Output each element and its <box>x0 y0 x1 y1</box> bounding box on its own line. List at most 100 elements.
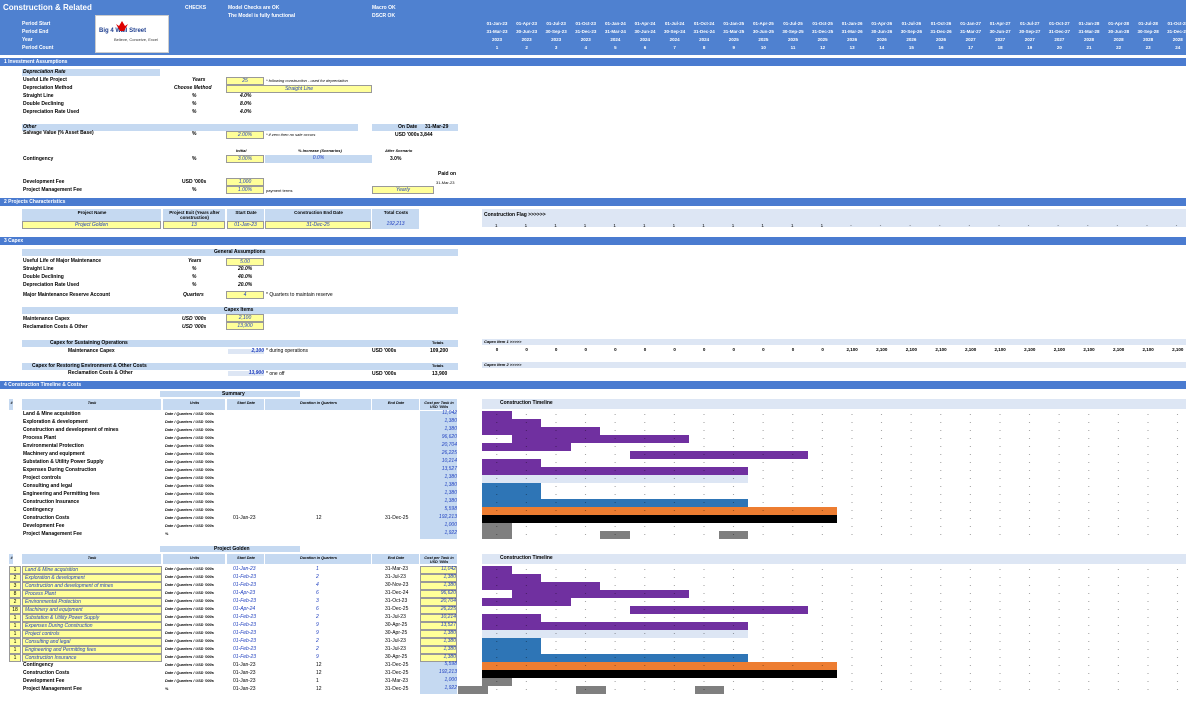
task-cost: 10,214 <box>420 614 457 622</box>
recl-input[interactable]: 13,900 <box>226 322 264 330</box>
gantt-dot: - <box>762 412 764 417</box>
investment-row-input[interactable]: Straight Line <box>226 85 372 93</box>
task-name-input[interactable]: Project controls <box>22 630 162 638</box>
task-name-input[interactable]: Machinery and equipment <box>22 606 162 614</box>
gantt-dot: - <box>644 452 646 457</box>
header-period-end-cell: 30-Jun-27 <box>989 29 1011 34</box>
header-period-end-cell: 31-Dec-27 <box>1048 29 1071 34</box>
task-name-input[interactable]: Process Plant <box>22 590 162 598</box>
header-period-count-cell: 24 <box>1175 45 1181 50</box>
pm-fee-label: Project Management Fee <box>23 187 82 193</box>
gantt-dot: - <box>584 615 587 620</box>
sustain-totals-label: Totals <box>432 340 444 345</box>
task-name-input[interactable]: Environmental Protection <box>22 598 162 606</box>
gantt-dot: - <box>732 532 735 537</box>
task-start: 01-Feb-23 <box>233 574 257 580</box>
task-name-input[interactable]: Land & Mine acquisition <box>22 566 162 574</box>
gantt-dot: - <box>1147 420 1149 425</box>
task-name-input[interactable]: Construction and development of mines <box>22 582 162 590</box>
header-year-cell: 2027 <box>965 37 976 42</box>
table-header-cell: Duration in Quarters <box>300 401 337 405</box>
task-name-input[interactable]: Engineering and Permitting fees <box>22 646 162 654</box>
contingency-initial-input[interactable]: 3.00% <box>226 155 264 163</box>
task-cost: 5,598 <box>420 507 457 515</box>
task-start: 01-Jan-23 <box>233 662 256 668</box>
gantt-dot: - <box>703 575 705 580</box>
header-period-count-cell: 10 <box>760 45 766 50</box>
gantt-dot: - <box>1176 615 1179 620</box>
gantt-dot: - <box>999 476 1001 481</box>
pm-frequency-select[interactable]: Yearly <box>372 186 434 194</box>
gantt-dot: - <box>1028 575 1031 580</box>
task-start: 01-Feb-23 <box>233 582 257 588</box>
gantt-dot: - <box>792 516 794 521</box>
header-period-end-cell: 31-Dec-25 <box>811 29 834 34</box>
gantt-dot: - <box>762 583 764 588</box>
sustain-value: 2,100 <box>228 349 264 354</box>
salvage-unit: % <box>192 131 197 137</box>
gantt-dot: - <box>1176 631 1179 636</box>
contingency-increase-input[interactable]: 0.0% <box>265 155 372 163</box>
pm-fee-input[interactable]: 1.00% <box>226 186 264 194</box>
task-units: Date / Quarters / USD '000s <box>165 638 214 643</box>
flag-band <box>482 209 1186 227</box>
contingency-after: 3.0% <box>390 156 402 162</box>
gantt-dot: - <box>732 599 735 604</box>
project-row-cell[interactable]: 13 <box>163 221 225 229</box>
gantt-dot: - <box>999 631 1001 636</box>
gantt-dot: - <box>584 671 587 676</box>
header-year-cell: 2028 <box>1083 37 1094 42</box>
task-start: 01-Feb-23 <box>233 598 257 604</box>
gantt-dot: - <box>732 655 735 660</box>
header-year-cell: 2028 <box>1143 37 1154 42</box>
gantt-dot: - <box>1058 460 1060 465</box>
capex-item1-cell: 2,100 <box>935 347 947 352</box>
header-period-count-cell: 18 <box>997 45 1003 50</box>
task-end: 31-Dec-25 <box>385 606 409 612</box>
project-name-input[interactable]: Project Golden <box>22 221 161 229</box>
gantt-dot: - <box>732 444 735 449</box>
dev-fee-input[interactable]: 1,000 <box>226 178 264 186</box>
gantt-dot: - <box>496 567 498 572</box>
gantt-dot: - <box>496 452 498 457</box>
construction-flag-cell: - <box>1057 223 1059 228</box>
task-name-input[interactable]: Substation & Utility Power Supply <box>22 614 162 622</box>
task-name-input[interactable]: Construction Insurance <box>22 654 162 662</box>
gantt-dot: - <box>732 436 735 441</box>
task-end: 31-Jul-23 <box>385 614 406 620</box>
gantt-dot: - <box>1058 607 1060 612</box>
gantt-dot: - <box>1147 452 1149 457</box>
reserve-unit: Quarters <box>183 292 204 298</box>
investment-row-input[interactable]: 25 <box>226 77 264 85</box>
gantt-dot: - <box>496 615 498 620</box>
project-row-cell[interactable]: 01-Jan-23 <box>227 221 264 229</box>
capex-row-input[interactable]: 5.00 <box>226 258 264 266</box>
gantt-dot: - <box>1176 412 1179 417</box>
project-row-cell[interactable]: 31-Dec-25 <box>265 221 371 229</box>
reserve-input[interactable]: 4 <box>226 291 264 299</box>
task-name-input[interactable]: Expenses During Construction <box>22 622 162 630</box>
gantt-dot: - <box>555 444 557 449</box>
gantt-bar <box>482 598 571 606</box>
gantt-dot: - <box>940 516 942 521</box>
gantt-dot: - <box>940 583 942 588</box>
gantt-dot: - <box>1117 567 1120 572</box>
task-cost: 1,000 <box>420 678 457 686</box>
task-name-input[interactable]: Consulting and legal <box>22 638 162 646</box>
task-name: Environmental Protection <box>23 443 84 449</box>
gantt-dot: - <box>1147 591 1149 596</box>
task-number: 18 <box>9 606 21 614</box>
gantt-dot: - <box>496 679 498 684</box>
gantt-bar-pmfee <box>600 531 630 539</box>
gantt-dot: - <box>792 436 794 441</box>
gantt-dot: - <box>673 583 676 588</box>
task-name-input[interactable]: Exploration & development <box>22 574 162 582</box>
salvage-input[interactable]: 2.00% <box>226 131 264 139</box>
gantt-dot: - <box>496 663 498 668</box>
gantt-dot: - <box>1058 567 1060 572</box>
maint-input[interactable]: 2,100 <box>226 314 264 322</box>
gantt-dot: - <box>1088 663 1090 668</box>
task-end: 30-Apr-25 <box>385 630 408 636</box>
project-header-cell-bg <box>372 209 419 221</box>
gantt-dot: - <box>496 599 498 604</box>
